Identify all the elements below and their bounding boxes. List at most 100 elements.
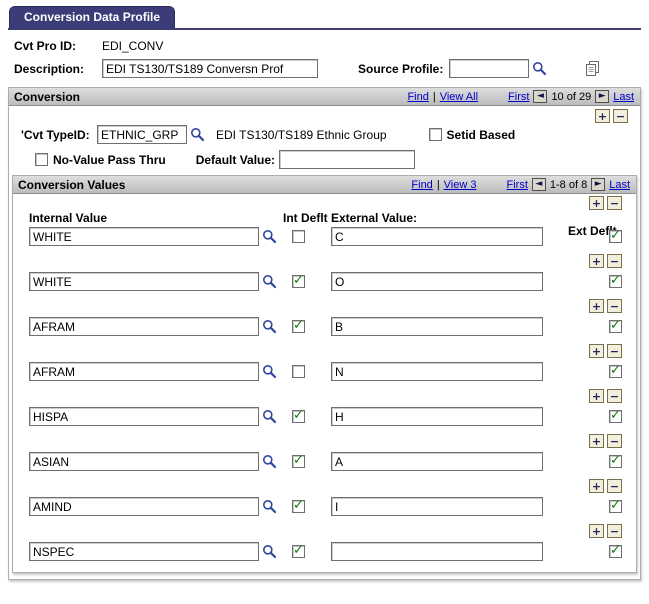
int-deflt-checkbox[interactable] [292, 273, 305, 288]
external-value-input[interactable] [331, 452, 543, 471]
tab-conversion-data-profile[interactable]: Conversion Data Profile [9, 6, 176, 28]
row-add-button[interactable]: + [589, 479, 604, 493]
int-deflt-checkbox[interactable] [292, 543, 305, 558]
int-deflt-checkbox[interactable] [292, 365, 305, 378]
cvt-typeid-lookup-icon[interactable] [189, 126, 206, 143]
row-add-button[interactable]: + [589, 254, 604, 268]
ext-deflt-checkbox[interactable] [609, 318, 622, 333]
conversion-values-groupbox: Conversion Values Find | View 3 First ◄ … [12, 175, 637, 573]
description-input[interactable] [102, 59, 318, 78]
external-value-input[interactable] [331, 542, 543, 561]
ext-deflt-checkbox[interactable] [609, 363, 622, 378]
external-value-input[interactable] [331, 272, 543, 291]
values-record-range: 1-8 of 8 [549, 178, 588, 191]
conversion-value-row [29, 452, 622, 471]
row-delete-button[interactable]: − [607, 344, 622, 358]
conversion-find-link[interactable]: Find [407, 90, 429, 103]
internal-value-input[interactable] [29, 272, 259, 291]
page-header-fields: Cvt Pro ID: EDI_CONV Description: Source… [14, 39, 641, 78]
external-value-input[interactable] [331, 227, 543, 246]
source-profile-lookup-icon[interactable] [531, 60, 548, 77]
values-last-link[interactable]: Last [609, 178, 630, 191]
conversion-groupbox-header: Conversion Find | View All First ◄ 10 of… [9, 88, 640, 106]
conversion-value-row [29, 272, 622, 291]
internal-value-lookup-icon[interactable] [261, 453, 278, 470]
int-deflt-checkbox[interactable] [292, 408, 305, 423]
conversion-delete-row-button[interactable]: − [613, 109, 628, 123]
internal-value-lookup-icon[interactable] [261, 273, 278, 290]
cvt-typeid-description: EDI TS130/TS189 Ethnic Group [216, 127, 387, 142]
internal-value-lookup-icon[interactable] [261, 363, 278, 380]
conversion-add-row-button[interactable]: + [595, 109, 610, 123]
conversion-first-link[interactable]: First [508, 90, 530, 103]
default-value-label: Default Value: [195, 152, 276, 167]
internal-value-lookup-icon[interactable] [261, 543, 278, 560]
ext-deflt-checkbox[interactable] [609, 543, 622, 558]
row-delete-button[interactable]: − [607, 479, 622, 493]
row-delete-button[interactable]: − [607, 254, 622, 268]
internal-value-lookup-icon[interactable] [261, 408, 278, 425]
row-delete-button[interactable]: − [607, 299, 622, 313]
magnifier-glyph [263, 275, 277, 289]
conversion-next-button[interactable]: ► [595, 90, 610, 103]
external-value-header: External Value: [331, 211, 418, 225]
external-value-input[interactable] [331, 317, 543, 336]
copy-icon[interactable] [584, 60, 601, 77]
conversion-value-row [29, 407, 622, 426]
default-value-input[interactable] [279, 150, 416, 169]
int-deflt-checkbox[interactable] [292, 230, 305, 243]
internal-value-input[interactable] [29, 227, 259, 246]
internal-value-input[interactable] [29, 452, 259, 471]
description-label: Description: [14, 61, 85, 76]
values-next-button[interactable]: ► [591, 178, 606, 191]
row-add-button[interactable]: + [589, 344, 604, 358]
source-profile-input[interactable] [449, 59, 530, 78]
ext-deflt-checkbox[interactable] [609, 228, 622, 243]
magnifier-glyph [191, 128, 205, 142]
internal-value-input[interactable] [29, 497, 259, 516]
external-value-input[interactable] [331, 407, 543, 426]
ext-deflt-header: Ext Deflt [568, 224, 617, 238]
row-add-button[interactable]: + [589, 299, 604, 313]
values-find-link[interactable]: Find [411, 178, 433, 191]
int-deflt-checkbox[interactable] [292, 498, 305, 513]
row-delete-button[interactable]: − [607, 524, 622, 538]
int-deflt-checkbox[interactable] [292, 318, 305, 333]
conversion-value-row [29, 362, 622, 381]
row-add-button[interactable]: + [589, 389, 604, 403]
internal-value-input[interactable] [29, 407, 259, 426]
internal-value-lookup-icon[interactable] [261, 228, 278, 245]
conversion-nav: Find | View All First ◄ 10 of 29 ► Last [407, 90, 634, 103]
ext-deflt-checkbox[interactable] [609, 408, 622, 423]
row-actions: + − [13, 429, 636, 450]
row-delete-button[interactable]: − [607, 389, 622, 403]
row-actions: + − [13, 519, 636, 540]
values-view-link[interactable]: View 3 [443, 178, 477, 191]
row-actions: + − [13, 474, 636, 495]
int-deflt-checkbox[interactable] [292, 453, 305, 468]
external-value-input[interactable] [331, 362, 543, 381]
ext-deflt-checkbox[interactable] [609, 453, 622, 468]
nav-separator: | [432, 90, 436, 103]
internal-value-lookup-icon[interactable] [261, 318, 278, 335]
conversion-last-link[interactable]: Last [613, 90, 634, 103]
cvt-typeid-input[interactable] [97, 125, 187, 144]
ext-deflt-checkbox[interactable] [609, 273, 622, 288]
conversion-previous-button[interactable]: ◄ [533, 90, 548, 103]
conversion-view-all-link[interactable]: View All [439, 90, 479, 103]
setid-based-checkbox[interactable] [428, 128, 442, 141]
row-add-button[interactable]: + [589, 434, 604, 448]
internal-value-input[interactable] [29, 362, 259, 381]
ext-deflt-checkbox[interactable] [609, 498, 622, 513]
values-first-link[interactable]: First [506, 178, 528, 191]
internal-value-input[interactable] [29, 542, 259, 561]
values-previous-button[interactable]: ◄ [531, 178, 546, 191]
values-add-row-button[interactable]: + [589, 196, 604, 210]
values-delete-row-button[interactable]: − [607, 196, 622, 210]
row-add-button[interactable]: + [589, 524, 604, 538]
no-value-pass-thru-checkbox[interactable] [35, 153, 48, 166]
external-value-input[interactable] [331, 497, 543, 516]
internal-value-input[interactable] [29, 317, 259, 336]
internal-value-lookup-icon[interactable] [261, 498, 278, 515]
row-delete-button[interactable]: − [607, 434, 622, 448]
